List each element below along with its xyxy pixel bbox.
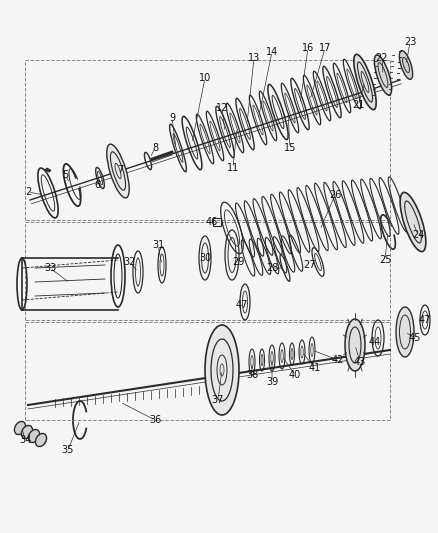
Text: 42: 42 [332,355,344,365]
Text: 25: 25 [379,255,391,265]
Text: 47: 47 [419,315,431,325]
Text: 41: 41 [309,363,321,373]
Bar [213,218,221,226]
Text: 46: 46 [206,217,218,227]
Ellipse shape [399,51,413,79]
Ellipse shape [107,144,129,198]
Text: 39: 39 [266,377,278,387]
Text: 37: 37 [212,395,224,405]
Ellipse shape [28,430,39,442]
Ellipse shape [14,422,25,434]
Text: 29: 29 [232,257,244,267]
Text: 5: 5 [62,170,68,180]
Text: 22: 22 [376,53,388,63]
Text: 24: 24 [412,230,424,240]
Ellipse shape [396,307,414,357]
Ellipse shape [21,425,32,439]
Ellipse shape [345,319,365,371]
Text: 32: 32 [124,257,136,267]
Text: 21: 21 [352,100,364,110]
Text: 33: 33 [44,263,56,273]
Text: 8: 8 [152,143,158,153]
Text: 7: 7 [117,165,123,175]
Text: 15: 15 [284,143,296,153]
Text: 6: 6 [94,180,100,190]
Text: 44: 44 [369,337,381,347]
Ellipse shape [400,192,426,252]
Ellipse shape [35,433,46,447]
Ellipse shape [354,54,376,110]
Text: 43: 43 [354,357,366,367]
Text: 16: 16 [302,43,314,53]
Text: 47: 47 [236,300,248,310]
Text: 45: 45 [409,333,421,343]
Text: 13: 13 [248,53,260,63]
Text: 11: 11 [227,163,239,173]
Text: 34: 34 [19,435,31,445]
Text: 2: 2 [25,187,31,197]
Ellipse shape [374,55,392,95]
Text: 23: 23 [404,37,416,47]
Text: 12: 12 [216,103,228,113]
Text: 17: 17 [319,43,331,53]
Text: 40: 40 [289,370,301,380]
Ellipse shape [205,325,239,415]
Text: 14: 14 [266,47,278,57]
Text: 26: 26 [329,190,341,200]
Text: 35: 35 [62,445,74,455]
Text: 27: 27 [304,260,316,270]
Text: 31: 31 [152,240,164,250]
Text: 36: 36 [149,415,161,425]
Text: 30: 30 [199,253,211,263]
Text: 10: 10 [199,73,211,83]
Text: 28: 28 [266,263,278,273]
Text: 38: 38 [246,370,258,380]
Text: 9: 9 [169,113,175,123]
